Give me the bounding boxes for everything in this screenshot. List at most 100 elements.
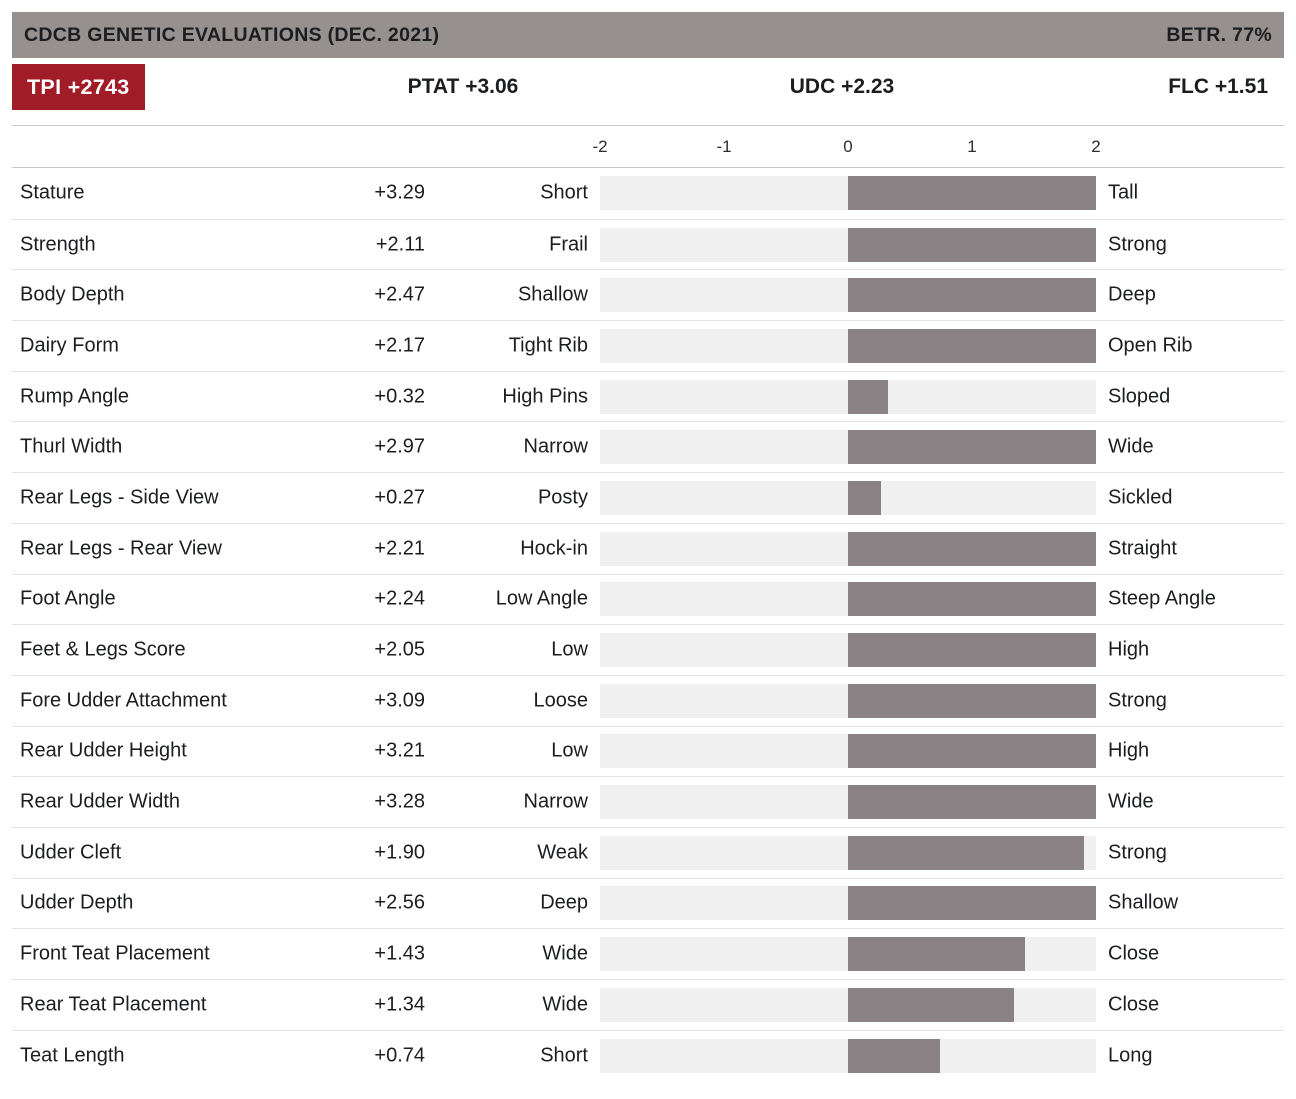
trait-row: Teat Length +0.74 Short Long [12, 1029, 1284, 1081]
axis-scale: -2 -1 0 1 2 [12, 126, 1284, 167]
trait-bar-track [600, 683, 1096, 718]
trait-low-label: Hock-in [520, 537, 588, 560]
trait-bar-fill [848, 379, 888, 414]
trait-bar-fill [848, 328, 1096, 363]
trait-bar-fill [848, 430, 1096, 465]
trait-low-label: Short [540, 181, 588, 204]
trait-label: Teat Length [20, 1044, 125, 1067]
trait-bar-fill [848, 785, 1096, 820]
trait-row: Dairy Form +2.17 Tight Rib Open Rib [12, 320, 1284, 371]
trait-label: Rear Udder Width [20, 790, 181, 813]
trait-high-label: Wide [1108, 790, 1154, 813]
trait-bar-track [600, 734, 1096, 769]
trait-low-label: Short [540, 1044, 588, 1067]
trait-bar-fill [848, 227, 1096, 262]
trait-high-label: Shallow [1108, 891, 1179, 914]
trait-high-label: Long [1108, 1044, 1153, 1067]
trait-label: Foot Angle [20, 587, 116, 610]
trait-low-label: Loose [533, 689, 589, 712]
trait-low-label: Frail [549, 233, 588, 256]
trait-row: Udder Depth +2.56 Deep Shallow [12, 877, 1284, 929]
trait-bar-track [600, 227, 1096, 262]
trait-row: Rear Teat Placement +1.34 Wide Close [12, 979, 1284, 1030]
trait-low-label: Posty [537, 486, 588, 509]
trait-value: +1.43 [374, 942, 425, 965]
trait-row: Front Teat Placement +1.43 Wide Close [12, 928, 1284, 979]
trait-low-label: Low [551, 739, 588, 762]
trait-row: Rear Udder Width +3.28 Narrow Wide [12, 776, 1284, 827]
trait-high-label: Tall [1108, 181, 1139, 204]
trait-label: Udder Depth [20, 891, 134, 914]
trait-label: Stature [20, 181, 85, 204]
trait-value: +2.17 [374, 334, 425, 357]
trait-row: Rear Udder Height +3.21 Low High [12, 725, 1284, 777]
trait-value: +2.97 [374, 435, 425, 458]
summary-row: TPI +2743 PTAT +3.06 UDC +2.23 FLC +1.51 [12, 64, 1284, 110]
trait-low-label: Wide [542, 993, 588, 1016]
trait-value: +1.90 [374, 841, 425, 864]
trait-bar-track [600, 633, 1096, 668]
trait-row: Fore Udder Attachment +3.09 Loose Strong [12, 674, 1284, 726]
trait-label: Feet & Legs Score [20, 638, 186, 661]
axis-tick-zone: -2 -1 0 1 2 [592, 126, 1100, 167]
trait-label: Rear Legs - Rear View [20, 537, 222, 560]
trait-high-label: Close [1108, 993, 1160, 1016]
axis-tick: 0 [843, 136, 853, 156]
trait-low-label: Narrow [523, 435, 588, 458]
trait-value: +2.11 [375, 233, 425, 256]
trait-low-label: Low [551, 638, 588, 661]
trait-high-label: Deep [1108, 283, 1156, 306]
trait-label: Strength [20, 233, 96, 256]
divider-axis-top [12, 125, 1284, 126]
trait-value: +2.47 [374, 283, 425, 306]
trait-bar-fill [848, 987, 1015, 1022]
trait-label: Udder Cleft [20, 841, 122, 864]
trait-bar-track [600, 430, 1096, 465]
trait-row: Strength +2.11 Frail Strong [12, 218, 1284, 270]
trait-bar-fill [848, 683, 1096, 718]
trait-value: +3.09 [374, 689, 425, 712]
trait-value: +0.27 [374, 486, 425, 509]
trait-value: +3.29 [374, 181, 425, 204]
axis-tick: 2 [1091, 136, 1101, 156]
trait-bar-fill [848, 278, 1096, 313]
trait-label: Fore Udder Attachment [20, 689, 227, 712]
axis-tick: -1 [716, 136, 732, 156]
trait-bar-fill [848, 886, 1096, 921]
trait-bar-track [600, 480, 1096, 515]
trait-bar-track [600, 987, 1096, 1022]
trait-high-label: Steep Angle [1108, 587, 1216, 610]
trait-bar-fill [848, 531, 1096, 566]
trait-low-label: Low Angle [495, 587, 588, 610]
trait-value: +2.56 [374, 891, 425, 914]
trait-label: Rear Teat Placement [20, 993, 207, 1016]
trait-bar-track [600, 328, 1096, 363]
trait-bar-track [600, 379, 1096, 414]
trait-row: Udder Cleft +1.90 Weak Strong [12, 826, 1284, 878]
trait-rows: Stature +3.29 Short Tall Strength +2.11 … [12, 168, 1284, 1080]
trait-row: Feet & Legs Score +2.05 Low High [12, 624, 1284, 675]
trait-bar-fill [848, 176, 1096, 211]
trait-bar-track [600, 531, 1096, 566]
trait-bar-fill [848, 633, 1096, 668]
trait-high-label: Close [1108, 942, 1160, 965]
divider-axis-bottom [12, 167, 1284, 168]
spacer [12, 110, 1284, 125]
trait-high-label: Wide [1108, 435, 1154, 458]
flc-stat: FLC +1.51 [1168, 75, 1268, 98]
trait-bar-track [600, 937, 1096, 972]
trait-row: Stature +3.29 Short Tall [12, 168, 1284, 219]
trait-low-label: Deep [540, 891, 588, 914]
trait-bar-fill [848, 937, 1026, 972]
trait-high-label: High [1108, 638, 1150, 661]
trait-label: Thurl Width [20, 435, 123, 458]
trait-row: Foot Angle +2.24 Low Angle Steep Angle [12, 573, 1284, 625]
trait-label: Dairy Form [20, 334, 119, 357]
trait-bar-track [600, 278, 1096, 313]
trait-bar-track [600, 835, 1096, 870]
axis-tick: -2 [592, 136, 608, 156]
trait-value: +0.74 [374, 1044, 425, 1067]
trait-low-label: High Pins [502, 385, 588, 408]
trait-high-label: Open Rib [1108, 334, 1193, 357]
